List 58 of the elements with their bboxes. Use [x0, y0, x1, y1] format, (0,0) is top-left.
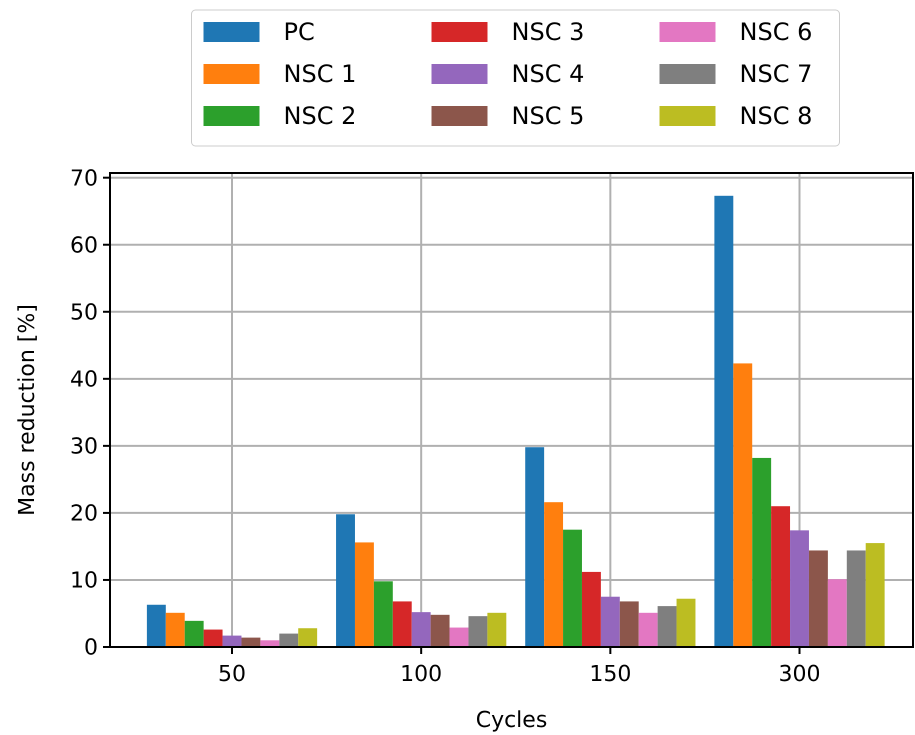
bar: [279, 634, 298, 647]
bar: [525, 447, 544, 647]
bar: [544, 502, 564, 647]
bar: [298, 628, 318, 647]
bar: [846, 550, 866, 647]
bar: [733, 363, 752, 647]
bar: [771, 506, 790, 647]
bar: [714, 196, 734, 647]
bar: [676, 598, 696, 647]
legend-label: NSC 3: [512, 18, 584, 46]
bar: [808, 550, 828, 647]
y-tick-label: 30: [70, 434, 98, 460]
x-axis-title: Cycles: [476, 708, 548, 733]
y-tick-label: 60: [70, 233, 98, 258]
bar: [430, 614, 450, 647]
bar: [184, 620, 204, 647]
y-tick-label: 70: [70, 166, 98, 192]
legend-label: NSC 1: [284, 60, 356, 88]
bar: [166, 612, 185, 647]
bar: [146, 604, 166, 647]
y-tick-label: 40: [70, 368, 98, 393]
y-tick-label: 20: [70, 502, 98, 527]
x-tick-label: 300: [778, 662, 820, 687]
bar: [638, 612, 658, 647]
bar: [600, 596, 620, 647]
bar: [222, 636, 242, 647]
legend-label: NSC 6: [740, 18, 812, 46]
bar: [374, 581, 393, 647]
bar: [866, 543, 885, 647]
bar: [336, 514, 355, 647]
legend-label: PC: [284, 18, 315, 46]
legend-label: NSC 5: [512, 102, 584, 130]
bar: [828, 579, 847, 647]
bar: [790, 530, 809, 647]
bar: [582, 572, 601, 647]
x-tick-label: 50: [218, 662, 246, 687]
legend-label: NSC 8: [740, 102, 812, 130]
bar: [468, 616, 488, 647]
y-tick-label: 50: [70, 300, 98, 326]
legend-label: NSC 2: [284, 102, 356, 130]
bar: [563, 530, 582, 647]
bar: [412, 612, 431, 647]
bar: [204, 630, 223, 647]
bar: [392, 601, 412, 647]
bar: [658, 606, 677, 647]
bar: [450, 628, 468, 647]
legend-label: NSC 7: [740, 60, 812, 88]
y-tick-label: 10: [70, 568, 98, 594]
bar: [752, 458, 772, 647]
x-tick-label: 100: [400, 662, 442, 687]
x-tick-label: 150: [589, 662, 632, 687]
bar: [620, 601, 639, 647]
bar: [354, 542, 374, 647]
legend-label: NSC 4: [512, 60, 584, 88]
bar: [487, 612, 506, 647]
y-tick-label: 0: [84, 636, 98, 661]
y-axis-title: Mass reduction [%]: [15, 304, 40, 516]
bar: [241, 638, 260, 647]
